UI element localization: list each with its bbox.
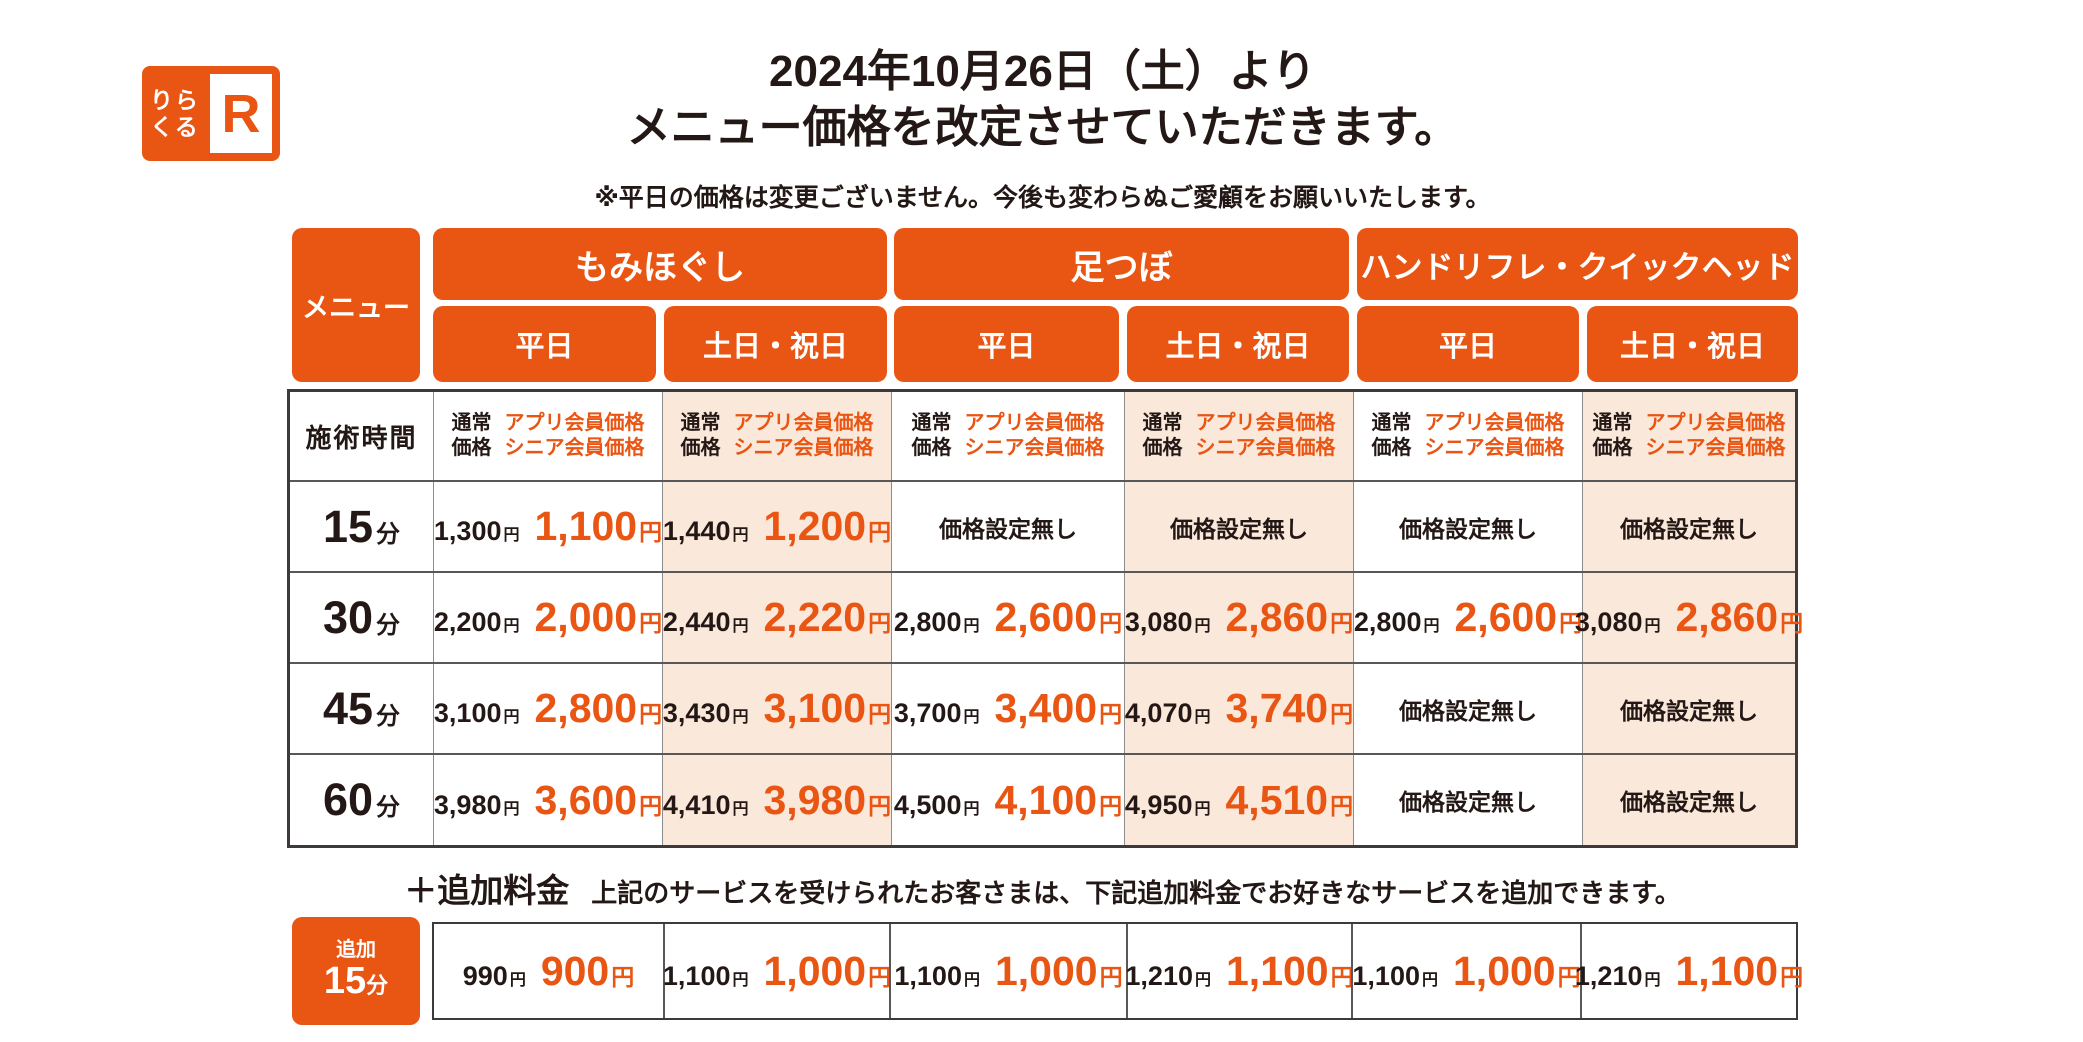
addon-description: 上記のサービスを受けられたお客さまは、下記追加料金でお好きなサービスを追加できま… xyxy=(591,878,1681,908)
price-cell: 3,700 円 3,400 円 xyxy=(891,664,1124,753)
day-header-weekday-2: 平日 xyxy=(894,306,1119,382)
notice-subtitle: ※平日の価格は変更ございません。今後も変わらぬご愛顧をお願いいたします。 xyxy=(594,184,1491,212)
price-table: 施術時間 通常 価格 アプリ会員価格 シニア会員価格 通常 価格 アプリ会員価格 シニア… xyxy=(287,389,1803,848)
rirakuru-logo: りら くる R xyxy=(142,66,280,161)
price-cell: 3,980 円 3,600 円 xyxy=(433,755,662,845)
logo-r-box: R xyxy=(210,74,272,153)
no-price-cell: 価格設定無し xyxy=(1582,755,1795,845)
price-cell: 3,430 円 3,100 円 xyxy=(662,664,891,753)
price-header-labels: 通常 価格 アプリ会員価格 シニア会員価格 xyxy=(911,412,1105,459)
price-cell: 2,440 円 2,220 円 xyxy=(662,573,891,662)
price-column-header: 通常 価格 アプリ会員価格 シニア会員価格 xyxy=(1582,392,1795,480)
price-column-header: 通常 価格 アプリ会員価格 シニア会員価格 xyxy=(662,392,891,480)
category-header-momihogushi: もみほぐし xyxy=(433,228,887,300)
price-cell: 3,100 円 2,800 円 xyxy=(433,664,662,753)
page-title: 2024年10月26日（土）より メニュー価格を改定させていただきます。 xyxy=(287,44,1798,156)
title-line-1: 2024年10月26日（土）より xyxy=(769,47,1316,96)
day-header-weekend-3: 土日・祝日 xyxy=(1587,306,1798,382)
title-line-2: メニュー価格を改定させていただきます。 xyxy=(626,103,1459,152)
time-cell: 30 分 xyxy=(290,573,433,662)
price-cell: 2,800 円 2,600 円 xyxy=(1353,573,1582,662)
menu-header-cell: メニュー xyxy=(292,228,420,382)
day-header-weekend-1: 土日・祝日 xyxy=(664,306,887,382)
price-cell: 4,950 円 4,510 円 xyxy=(1124,755,1353,845)
addon-time-cell: 追加 15 分 xyxy=(292,917,420,1025)
addon-price-row: 990 円 900 円 1,100 円 1,000 円 1,100 円 1,000 円 1,… xyxy=(432,922,1803,1020)
price-cell: 4,410 円 3,980 円 xyxy=(662,755,891,845)
table-row-30min: 30 分 2,200 円 2,000 円 2,440 円 2,220 円 2,800 円 2… xyxy=(290,571,1803,662)
price-cell: 3,080 円 2,860 円 xyxy=(1124,573,1353,662)
addon-price-cell: 1,210 円 1,100 円 xyxy=(1575,924,1803,1018)
price-column-header: 通常 価格 アプリ会員価格 シニア会員価格 xyxy=(433,392,662,480)
addon-plus-label: ＋追加料金 xyxy=(404,872,570,909)
logo-kana-text: りら くる xyxy=(150,87,200,141)
no-price-cell: 価格設定無し xyxy=(1582,664,1795,753)
price-header-labels: 通常 価格 アプリ会員価格 シニア会員価格 xyxy=(1592,412,1786,459)
no-price-cell: 価格設定無し xyxy=(1582,482,1795,571)
addon-price-cell: 1,100 円 1,000 円 xyxy=(889,924,1126,1018)
no-price-cell: 価格設定無し xyxy=(891,482,1124,571)
logo-kana-bottom: くる xyxy=(150,113,200,140)
price-header-labels: 通常 価格 アプリ会員価格 シニア会員価格 xyxy=(1371,412,1565,459)
addon-price-cell: 1,100 円 1,000 円 xyxy=(663,924,891,1018)
price-header-labels: 通常 価格 アプリ会員価格 シニア会員価格 xyxy=(451,412,645,459)
price-cell: 4,500 円 4,100 円 xyxy=(891,755,1124,845)
time-column-header: 施術時間 xyxy=(290,392,433,480)
no-price-cell: 価格設定無し xyxy=(1353,755,1582,845)
no-price-cell: 価格設定無し xyxy=(1353,482,1582,571)
table-row-45min: 45 分 3,100 円 2,800 円 3,430 円 3,100 円 3,700 円 3… xyxy=(290,662,1795,753)
addon-price-cell: 990 円 900 円 xyxy=(434,924,663,1018)
addon-price-cell: 1,100 円 1,000 円 xyxy=(1351,924,1581,1018)
logo-kana-top: りら xyxy=(150,86,200,113)
price-cell: 2,800 円 2,600 円 xyxy=(891,573,1124,662)
day-header-weekday-3: 平日 xyxy=(1357,306,1579,382)
table-row-15min: 15 分 1,300 円 1,100 円 1,440 円 1,200 円 価格設定無し 価… xyxy=(290,480,1795,571)
price-column-header: 通常 価格 アプリ会員価格 シニア会員価格 xyxy=(891,392,1124,480)
price-cell: 3,080 円 2,860 円 xyxy=(1575,573,1803,662)
time-cell: 15 分 xyxy=(290,482,433,571)
no-price-cell: 価格設定無し xyxy=(1353,664,1582,753)
time-cell: 60 分 xyxy=(290,755,433,845)
addon-heading: ＋追加料金 上記のサービスを受けられたお客さまは、下記追加料金でお好きなサービスを… xyxy=(287,864,1798,912)
time-cell: 45 分 xyxy=(290,664,433,753)
no-price-cell: 価格設定無し xyxy=(1124,482,1353,571)
price-cell: 4,070 円 3,740 円 xyxy=(1124,664,1353,753)
price-cell: 1,300 円 1,100 円 xyxy=(433,482,662,571)
day-header-weekend-2: 土日・祝日 xyxy=(1127,306,1349,382)
table-row-60min: 60 分 3,980 円 3,600 円 4,410 円 3,980 円 4,500 円 4… xyxy=(290,753,1795,845)
price-header-labels: 通常 価格 アプリ会員価格 シニア会員価格 xyxy=(1142,412,1336,459)
logo-r-letter: R xyxy=(221,83,261,144)
price-column-header: 通常 価格 アプリ会員価格 シニア会員価格 xyxy=(1353,392,1582,480)
price-cell: 1,440 円 1,200 円 xyxy=(662,482,891,571)
price-column-header: 通常 価格 アプリ会員価格 シニア会員価格 xyxy=(1124,392,1353,480)
price-header-labels: 通常 価格 アプリ会員価格 シニア会員価格 xyxy=(680,412,874,459)
addon-price-cell: 1,210 円 1,100 円 xyxy=(1125,924,1354,1018)
category-header-ashitsubo: 足つぼ xyxy=(894,228,1349,300)
category-header-handrefle-quickhead: ハンドリフレ・クイックヘッド xyxy=(1357,228,1798,300)
price-cell: 2,200 円 2,000 円 xyxy=(433,573,662,662)
day-header-weekday-1: 平日 xyxy=(433,306,656,382)
table-row-header: 施術時間 通常 価格 アプリ会員価格 シニア会員価格 通常 価格 アプリ会員価格 シニア… xyxy=(290,392,1795,480)
